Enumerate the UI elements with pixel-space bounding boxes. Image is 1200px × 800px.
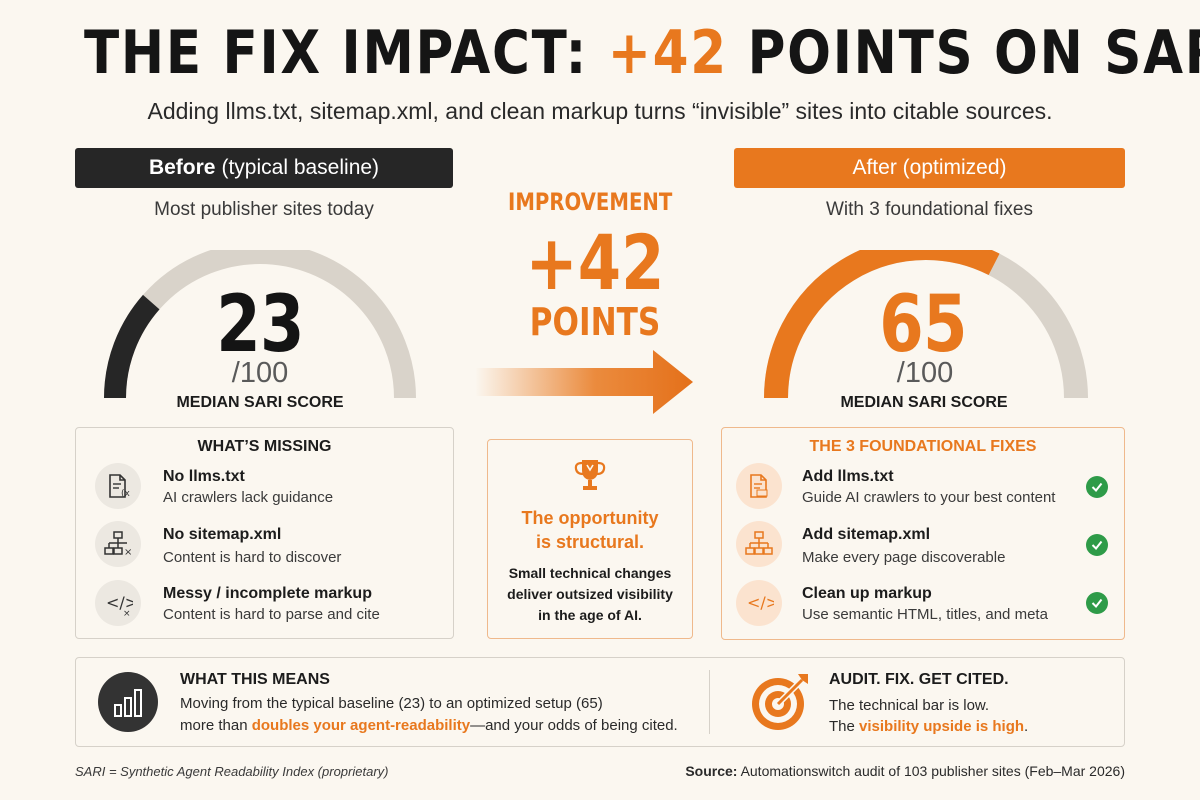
fix-item-desc: Use semantic HTML, titles, and meta [802, 606, 1048, 623]
before-tagline: Most publisher sites today [154, 199, 374, 220]
fixes-panel [721, 427, 1125, 640]
before-score-max: /100 [231, 357, 289, 389]
source-note: Source: Automationswitch audit of 103 pu… [670, 763, 1125, 779]
before-score-label: MEDIAN SARI SCORE [176, 394, 344, 411]
before-header-rest: (typical baseline) [221, 156, 380, 179]
svg-text:</>: </> [106, 593, 133, 612]
title-suffix: POINTS ON SARI [727, 18, 1200, 88]
page-subtitle: Adding llms.txt, sitemap.xml, and clean … [147, 98, 1053, 124]
divider [709, 670, 710, 734]
svg-text:×: × [123, 609, 131, 618]
check-icon [1086, 534, 1108, 556]
check-icon [1086, 476, 1108, 498]
opportunity-desc-line: in the age of AI. [538, 607, 642, 623]
after-tagline: With 3 foundational fixes [825, 199, 1033, 220]
improvement-value: +42 [525, 218, 665, 307]
footnote: SARI = Synthetic Agent Readability Index… [75, 764, 389, 779]
summary-panel [75, 657, 1125, 747]
means-line: Moving from the typical baseline (23) to… [180, 695, 603, 712]
before-header-bold: Before [148, 156, 216, 179]
sitemap-icon [736, 521, 782, 567]
audit-line-text: The [829, 718, 860, 735]
audit-line: The visibility upside is high. [829, 718, 1028, 735]
target-icon [752, 674, 808, 730]
before-gauge-fill [104, 294, 160, 399]
fixes-title: THE 3 FOUNDATIONAL FIXES [809, 438, 1037, 455]
means-title: WHAT THIS MEANS [180, 671, 330, 688]
missing-item-desc: Content is hard to discover [163, 549, 342, 566]
audit-title: AUDIT. FIX. GET CITED. [829, 671, 1009, 688]
title-prefix: THE FIX IMPACT: [84, 18, 608, 88]
code-x-icon: </> × [95, 580, 141, 626]
after-score: 65 [879, 280, 967, 370]
sitemap-x-icon: × [95, 521, 141, 567]
after-gauge [764, 250, 1088, 399]
opportunity-title: The opportunity is structural. [487, 506, 693, 554]
opportunity-title-line: is structural. [535, 532, 645, 552]
trophy-icon [574, 460, 606, 490]
audit-line-text: . [1024, 718, 1029, 735]
svg-text:(x: (x [121, 489, 131, 499]
page-title: THE FIX IMPACT: +42 POINTS ON SARI [84, 18, 1200, 88]
fix-item-desc: Guide AI crawlers to your best content [802, 489, 1056, 506]
missing-title: WHAT’S MISSING [197, 438, 332, 455]
after-score-label: MEDIAN SARI SCORE [840, 394, 1008, 411]
check-icon [1086, 592, 1108, 614]
opportunity-desc-line: Small technical changes [508, 565, 672, 581]
improvement-unit: POINTS [529, 300, 661, 344]
before-score: 23 [216, 280, 304, 370]
improvement-label: IMPROVEMENT [508, 188, 673, 216]
missing-item-title: Messy / incomplete markup [163, 585, 372, 602]
fix-item-title: Add sitemap.xml [802, 526, 931, 543]
opportunity-desc: Small technical changes deliver outsized… [495, 563, 685, 626]
missing-item-title: No llms.txt [163, 468, 245, 485]
fix-item-title: Add llms.txt [802, 468, 894, 485]
source-label: Source: [685, 763, 738, 779]
means-line: more than doubles your agent-readability… [180, 717, 678, 734]
title-accent: +42 [607, 18, 728, 88]
svg-text:×: × [124, 547, 132, 558]
audit-line: The technical bar is low. [829, 697, 990, 714]
opportunity-title-line: The opportunity [521, 508, 659, 528]
missing-item-desc: AI crawlers lack guidance [163, 489, 334, 506]
arrow-right-icon [475, 350, 693, 414]
after-gauge-fill [764, 250, 1000, 399]
bar-chart-icon [98, 672, 158, 732]
svg-text:</>: </> [747, 593, 774, 612]
document-x-icon: (x [95, 463, 141, 509]
before-header: Before (typical baseline) [75, 148, 453, 188]
source-text: Automationswitch audit of 103 publisher … [740, 763, 1125, 779]
means-line-text: —and your odds of being cited. [470, 717, 678, 734]
document-txt-icon [736, 463, 782, 509]
audit-highlight: visibility upside is high [859, 718, 1025, 735]
code-icon: </> [736, 580, 782, 626]
fix-item-desc: Make every page discoverable [802, 549, 1006, 566]
means-highlight: doubles your agent-readability [251, 717, 471, 734]
fix-item-title: Clean up markup [802, 585, 932, 602]
after-score-max: /100 [896, 357, 954, 389]
after-header: After (optimized) [734, 148, 1125, 188]
before-gauge [104, 250, 416, 399]
opportunity-desc-line: deliver outsized visibility [507, 586, 673, 602]
missing-item-title: No sitemap.xml [163, 526, 282, 543]
means-line-text: more than [180, 717, 252, 734]
missing-item-desc: Content is hard to parse and cite [163, 606, 380, 623]
